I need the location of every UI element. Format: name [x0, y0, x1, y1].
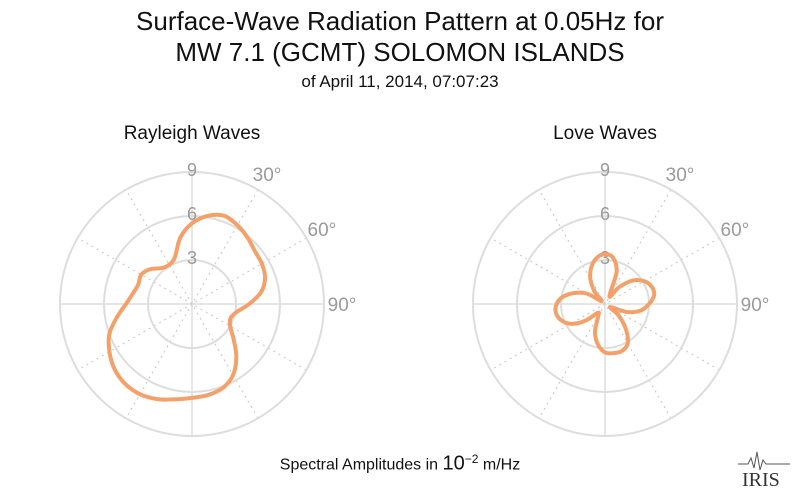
iris-logo: IRIS	[738, 451, 790, 490]
angle-tick-0-60: 60°	[308, 220, 337, 241]
r-tick-0-9: 9	[187, 160, 197, 180]
page-title: Surface-Wave Radiation Pattern at 0.05Hz…	[0, 6, 800, 68]
r-tick-1-3: 3	[600, 248, 610, 268]
units-exponent: −2	[464, 452, 479, 466]
units-base: 10	[442, 452, 465, 475]
r-tick-0-6: 6	[187, 204, 197, 224]
ring-0-3	[147, 259, 237, 349]
series-line-1	[553, 252, 657, 356]
chart-title-1: Love Waves	[553, 123, 657, 144]
r-tick-0-3: 3	[187, 248, 197, 268]
chart-title-0: Rayleigh Waves	[124, 123, 261, 144]
title-line-2: MW 7.1 (GCMT) SOLOMON ISLANDS	[175, 37, 625, 67]
angle-tick-0-30: 30°	[253, 165, 282, 186]
angle-tick-1-90: 90°	[741, 295, 770, 316]
ring-1-9	[472, 171, 738, 437]
ring-0-9	[59, 171, 325, 437]
angle-tick-1-30: 30°	[666, 165, 695, 186]
logo-text: IRIS	[742, 469, 780, 490]
units-suffix: m/Hz	[478, 456, 521, 474]
ring-0-6	[103, 215, 281, 393]
units-prefix: Spectral Amplitudes in	[279, 456, 443, 474]
angle-tick-0-90: 90°	[328, 295, 357, 316]
r-tick-1-6: 6	[600, 204, 610, 224]
series-line-0	[106, 212, 268, 402]
page-subtitle: of April 11, 2014, 07:07:23	[301, 72, 499, 91]
r-tick-1-9: 9	[600, 160, 610, 180]
title-line-1: Surface-Wave Radiation Pattern at 0.05Hz…	[136, 6, 664, 36]
ring-1-6	[516, 215, 694, 393]
amplitude-units-label: Spectral Amplitudes in 10−2 m/Hz	[0, 452, 800, 475]
angle-tick-1-60: 60°	[721, 220, 750, 241]
